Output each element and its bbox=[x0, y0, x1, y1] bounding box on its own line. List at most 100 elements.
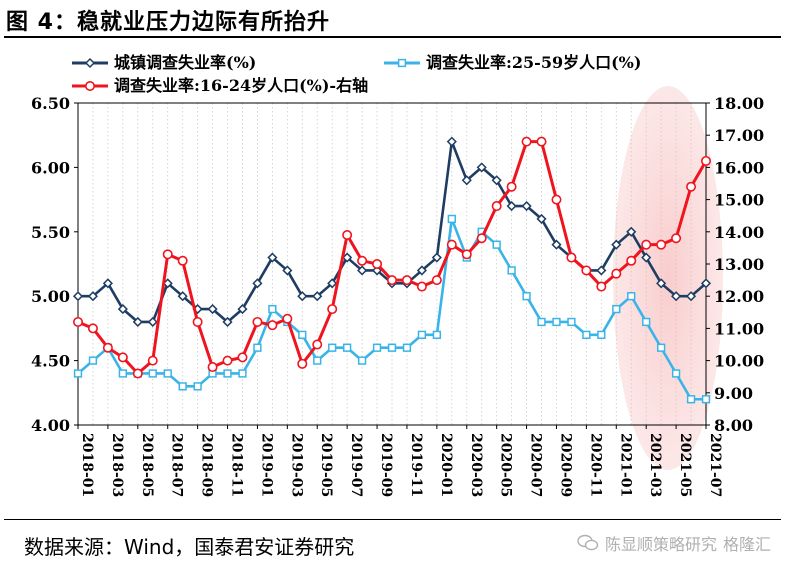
x-tick-label: 2019-09 bbox=[378, 433, 394, 497]
data-point bbox=[102, 278, 113, 289]
data-point bbox=[312, 339, 323, 350]
right-tick-label: 18.00 bbox=[714, 94, 764, 113]
wechat-icon bbox=[577, 534, 599, 551]
data-point bbox=[416, 281, 427, 292]
x-axis: 2018-01 2018-03 2018-05 2018-07 2018-09 2018-… bbox=[77, 425, 723, 497]
data-point bbox=[476, 162, 487, 173]
data-point bbox=[222, 316, 233, 328]
data-point bbox=[685, 291, 697, 302]
title-divider bbox=[4, 36, 781, 38]
data-point bbox=[656, 239, 667, 250]
legend: 城镇调查失业率(%) 调查失业率:25-59岁人口(%) 调查失业率:16-24岁人… bbox=[72, 53, 641, 95]
data-point bbox=[686, 181, 697, 192]
data-point bbox=[401, 275, 412, 286]
data-point bbox=[521, 200, 532, 212]
data-point bbox=[446, 136, 457, 147]
data-point bbox=[252, 316, 263, 327]
data-point bbox=[432, 330, 442, 339]
data-point bbox=[328, 343, 337, 352]
x-tick-label: 2021-03 bbox=[647, 433, 663, 497]
data-point bbox=[627, 292, 636, 301]
right-tick-label: 16.00 bbox=[714, 158, 764, 177]
data-point bbox=[87, 323, 98, 334]
x-tick-label: 2019-03 bbox=[288, 433, 304, 497]
data-point bbox=[313, 356, 322, 365]
data-point bbox=[507, 266, 516, 275]
data-point bbox=[626, 255, 637, 266]
x-tick-label: 2021-07 bbox=[707, 433, 723, 497]
data-point bbox=[282, 313, 293, 324]
data-point bbox=[522, 292, 531, 301]
data-point bbox=[73, 369, 83, 378]
data-point bbox=[656, 343, 666, 352]
data-point bbox=[537, 317, 546, 327]
data-point bbox=[222, 355, 233, 366]
data-point bbox=[552, 317, 561, 327]
legend-swatch-marker bbox=[85, 81, 96, 92]
x-tick-label: 2020-03 bbox=[468, 433, 484, 497]
right-tick-label: 11.00 bbox=[714, 319, 764, 338]
x-tick-label: 2020-07 bbox=[528, 433, 544, 497]
data-point bbox=[476, 233, 487, 244]
data-point bbox=[506, 200, 517, 212]
data-point bbox=[671, 369, 681, 378]
data-point bbox=[132, 316, 143, 328]
source-note: 数据来源：Wind，国泰君安证券研究 bbox=[24, 535, 355, 559]
right-tick-label: 13.00 bbox=[714, 255, 764, 274]
left-tick-label: 6.50 bbox=[31, 94, 70, 113]
legend-item-1: 调查失业率:25-59岁人口(%) bbox=[384, 53, 641, 72]
legend-item-2: 调查失业率:16-24岁人口(%)-右轴 bbox=[72, 76, 368, 95]
data-point bbox=[656, 278, 667, 289]
data-point bbox=[612, 304, 621, 314]
data-point bbox=[297, 358, 308, 369]
data-point bbox=[417, 330, 427, 339]
left-tick-label: 4.00 bbox=[31, 416, 70, 435]
right-tick-label: 15.00 bbox=[714, 191, 764, 210]
figure-title: 图 4：稳就业压力边际有所抬升 bbox=[6, 10, 330, 35]
right-axis: 8.00 9.00 10.00 11.00 12.00 13.00 14.00 15.00 16… bbox=[706, 94, 764, 435]
data-point bbox=[357, 356, 367, 365]
data-point bbox=[267, 252, 278, 263]
left-tick-label: 4.50 bbox=[31, 352, 70, 371]
data-point bbox=[267, 320, 278, 331]
data-point bbox=[342, 343, 352, 352]
data-point bbox=[162, 249, 173, 260]
data-point bbox=[147, 355, 158, 366]
left-axis: 4.00 4.50 5.00 5.50 6.00 6.50 bbox=[31, 94, 78, 435]
data-point bbox=[372, 258, 383, 269]
right-tick-label: 10.00 bbox=[714, 352, 764, 371]
data-point bbox=[327, 278, 338, 289]
data-point bbox=[461, 175, 472, 186]
data-point bbox=[491, 201, 502, 212]
data-point bbox=[223, 369, 232, 378]
data-point bbox=[671, 233, 682, 244]
watermark: 陈显顺策略研究 格隆汇 bbox=[577, 531, 771, 555]
data-point bbox=[431, 275, 442, 286]
data-point bbox=[87, 291, 99, 302]
x-tick-label: 2020-01 bbox=[438, 433, 454, 497]
data-point bbox=[117, 352, 128, 363]
data-point bbox=[700, 155, 711, 166]
data-point bbox=[536, 136, 547, 147]
left-tick-label: 6.00 bbox=[31, 158, 70, 177]
x-tick-label: 2018-11 bbox=[229, 433, 245, 497]
legend-swatch-marker bbox=[84, 57, 96, 69]
legend-swatch-marker bbox=[397, 58, 407, 68]
data-point bbox=[596, 281, 607, 292]
left-tick-label: 5.50 bbox=[31, 223, 70, 242]
x-tick-label: 2018-05 bbox=[139, 433, 155, 497]
data-point bbox=[357, 265, 368, 276]
data-point bbox=[701, 395, 711, 404]
data-point bbox=[566, 252, 577, 263]
data-point bbox=[207, 362, 218, 373]
legend-label: 调查失业率:25-59岁人口(%) bbox=[426, 53, 641, 72]
x-tick-label: 2020-05 bbox=[498, 433, 514, 497]
data-point bbox=[132, 368, 143, 379]
data-point bbox=[282, 265, 293, 276]
data-point bbox=[700, 278, 712, 289]
data-point bbox=[506, 181, 517, 192]
right-tick-label: 12.00 bbox=[714, 287, 764, 306]
x-tick-label: 2019-05 bbox=[318, 433, 334, 497]
x-tick-label: 2020-11 bbox=[587, 433, 603, 497]
watermark-text: 陈显顺策略研究 bbox=[604, 535, 717, 554]
